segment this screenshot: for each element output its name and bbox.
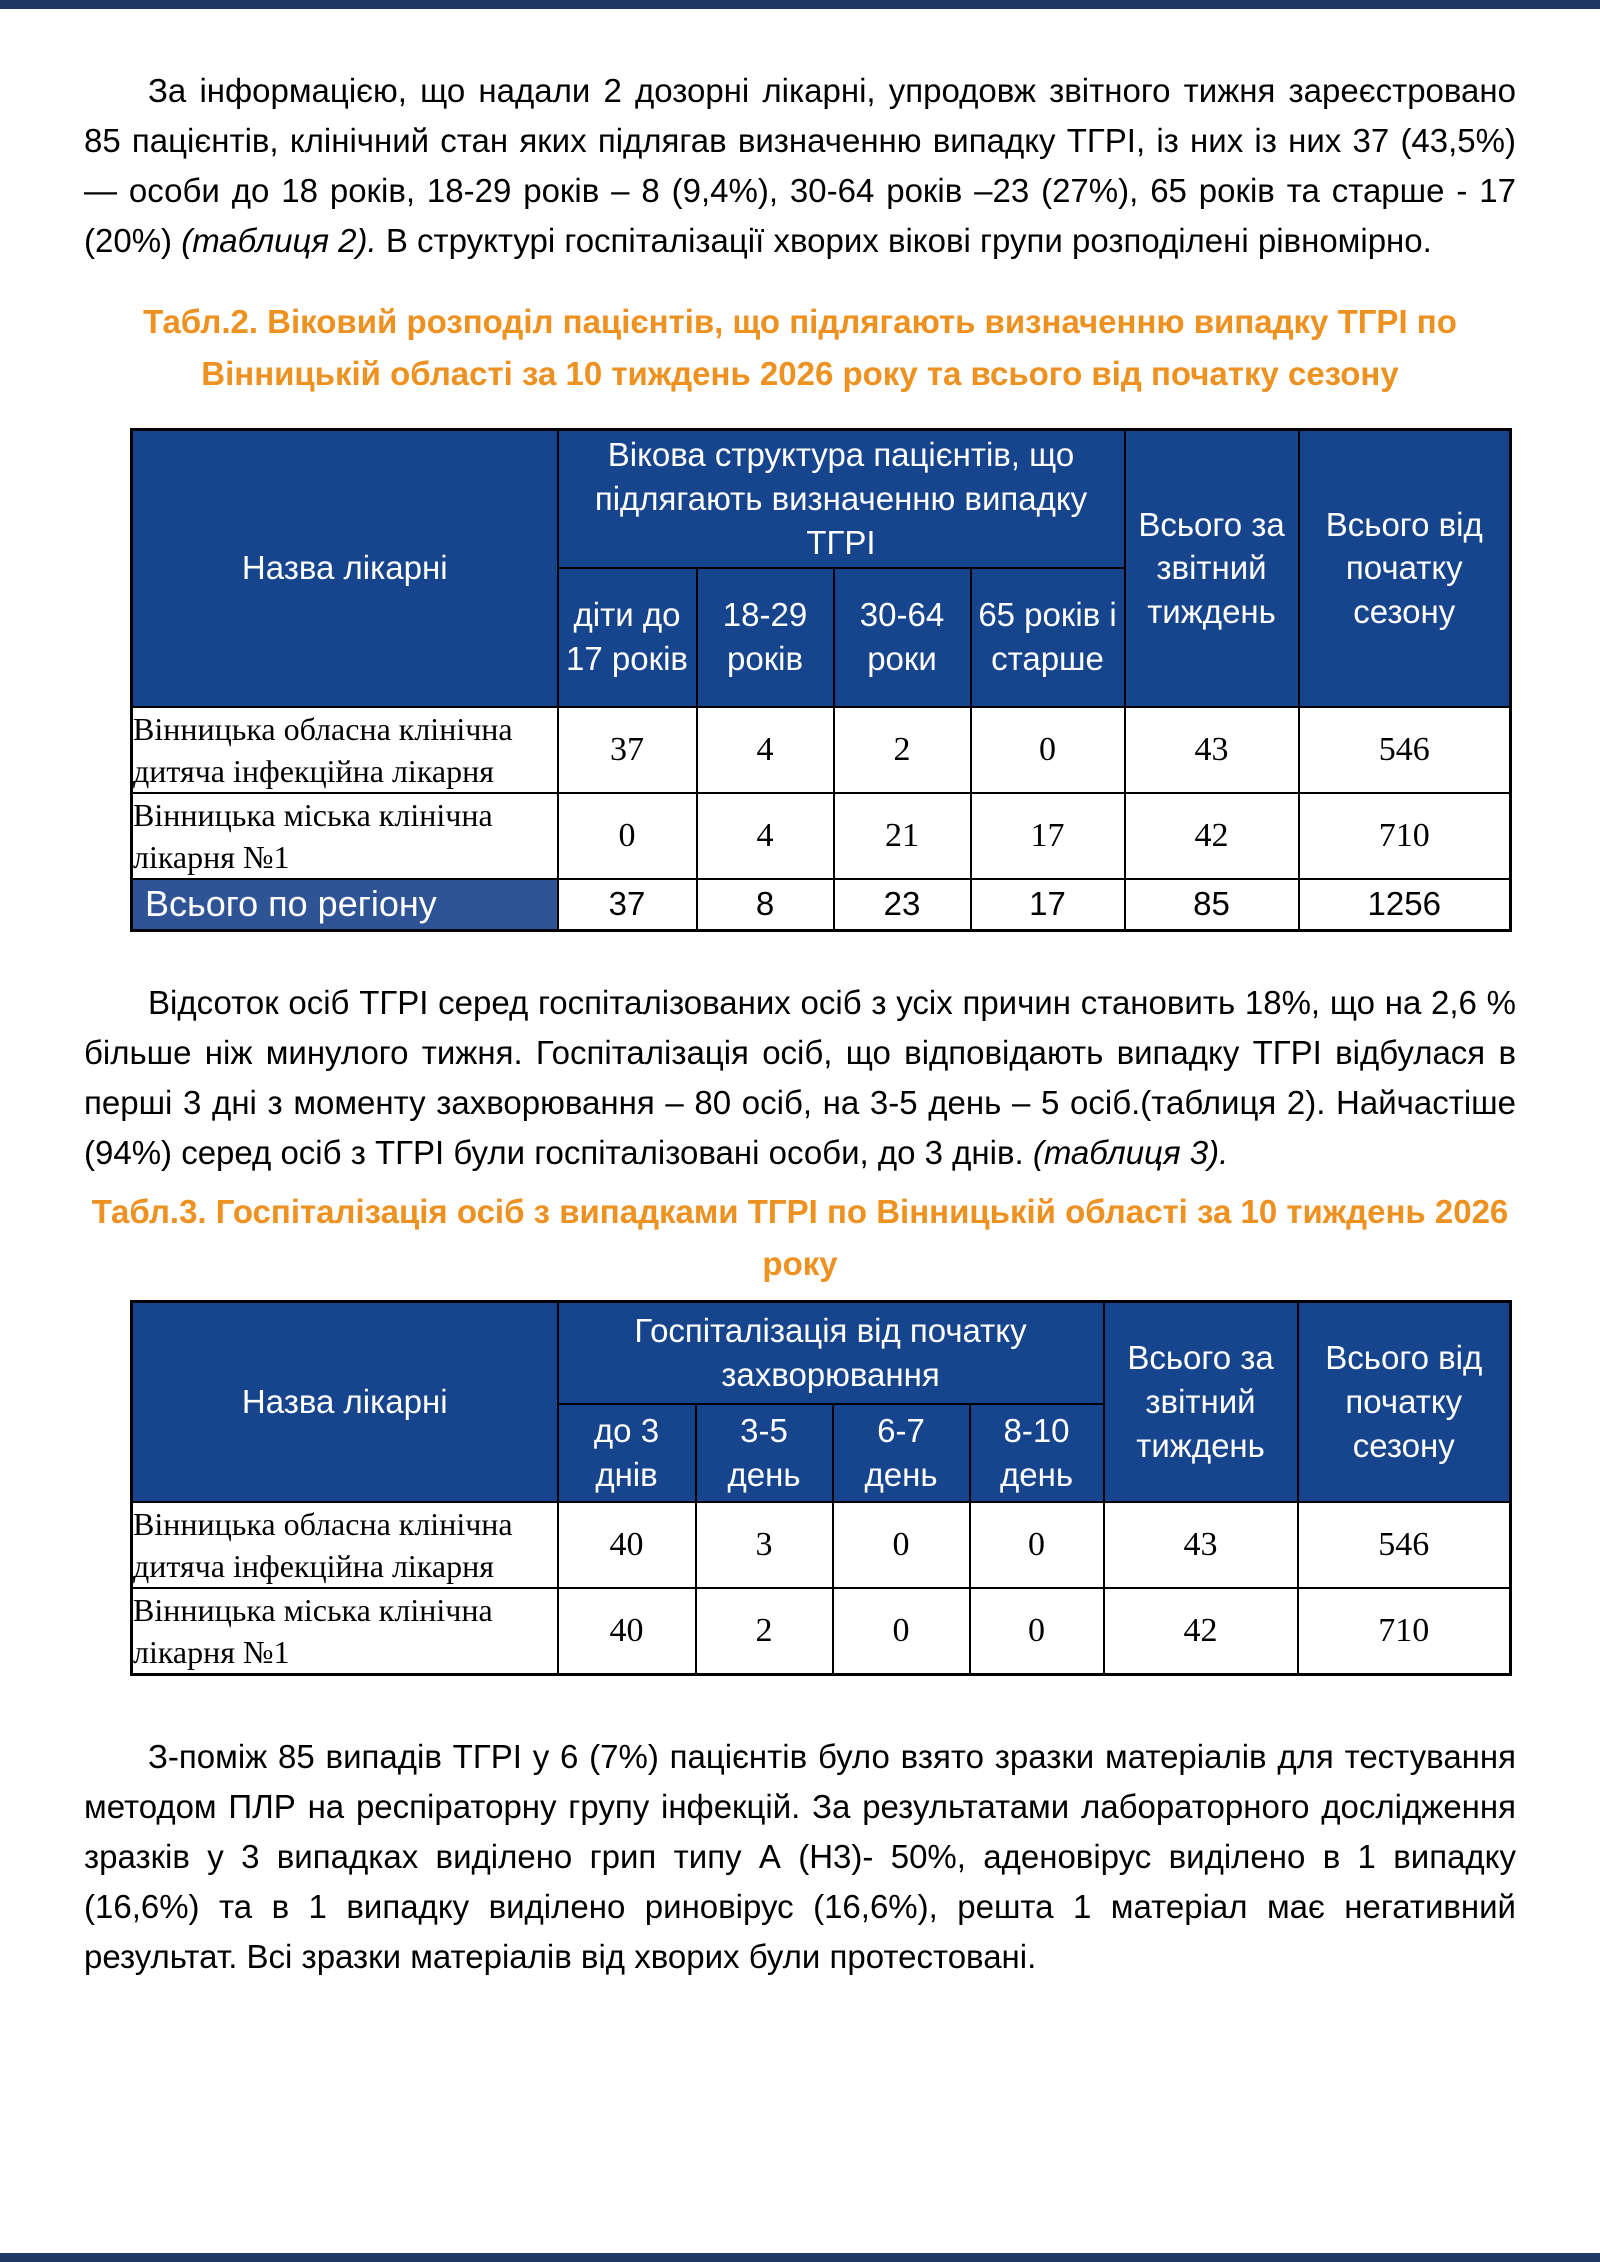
- table2-total-cell: 23: [832, 877, 972, 932]
- table2-total-cell: 8: [695, 877, 835, 932]
- paragraph-intro-text-1: За інформацією, що надали 2 дозорні ліка…: [84, 72, 1516, 259]
- table2-cell: 43: [1123, 705, 1300, 794]
- table2-hospital-name: Вінницька обласна клінічна дитяча інфекц…: [130, 705, 559, 794]
- table3-header-day-8-10: 8-10 день: [968, 1402, 1105, 1503]
- table-hospitalization-timing: Назва лікарні Госпіталізація від початку…: [130, 1300, 1513, 1676]
- report-content: За інформацією, що надали 2 дозорні ліка…: [84, 66, 1516, 1975]
- table3-header-hospital: Назва лікарні: [130, 1300, 559, 1503]
- table2-header-age-0-17: діти до 17 років: [556, 566, 698, 708]
- table3-caption: Табл.3. Госпіталізація осіб з випадками …: [91, 1193, 1509, 1282]
- table2-header-hospital: Назва лікарні: [130, 428, 559, 708]
- table2-header-group: Вікова структура пацієнтів, що підлягают…: [556, 428, 1126, 569]
- table2-header-age-18-29: 18-29 років: [695, 566, 835, 708]
- table3-hospital-name: Вінницька обласна клінічна дитяча інфекц…: [130, 1500, 559, 1589]
- table3-header-group: Госпіталізація від початку захворювання: [556, 1300, 1105, 1405]
- table3-cell: 40: [556, 1586, 697, 1675]
- table3-cell: 710: [1296, 1586, 1512, 1675]
- table2-cell: 4: [695, 791, 835, 880]
- table2-cell: 0: [969, 705, 1126, 794]
- table2-header-total-week: Всього за звітний тиждень: [1123, 428, 1300, 708]
- table2-total-label: Всього по регіону: [130, 877, 559, 932]
- table2-header-row-2: діти до 17 років 18-29 років 30-64 роки …: [132, 566, 1511, 708]
- paragraph-intro-text-2: В структурі госпіталізації хворих вікові…: [376, 222, 1432, 259]
- table3-header-day-6-7: 6-7 день: [831, 1402, 971, 1503]
- table3-header-total-season: Всього від початку сезону: [1296, 1300, 1512, 1503]
- table3-cell: 0: [831, 1500, 971, 1589]
- table3-cell: 42: [1102, 1586, 1299, 1675]
- table3-cell: 0: [968, 1586, 1105, 1675]
- paragraph-pcr-results: З-поміж 85 випадів ТГРІ у 6 (7%) пацієнт…: [84, 1737, 1516, 1975]
- table3-hospital-name: Вінницька міська клінічна лікарня №1: [130, 1586, 559, 1675]
- table3-header-day-3-5: 3-5 день: [694, 1402, 834, 1503]
- table2-header-age-65-plus: 65 років і старше: [969, 566, 1126, 708]
- table3-header-day-0-3: до 3 днів: [556, 1402, 697, 1503]
- table2-cell: 17: [969, 791, 1126, 880]
- table3-cell: 2: [694, 1586, 834, 1675]
- table2-cell: 4: [695, 705, 835, 794]
- table3-header-row-2: до 3 днів 3-5 день 6-7 день 8-10 день: [132, 1402, 1511, 1503]
- bottom-rule-bar: [0, 2253, 1600, 2262]
- paragraph-hospitalization: Відсоток осіб ТГРІ серед госпіталізовани…: [84, 978, 1516, 1178]
- table3-header-row-1: Назва лікарні Госпіталізація від початку…: [130, 1300, 1512, 1503]
- table2-row-city-hospital: Вінницька міська клінічна лікарня №1 0 4…: [130, 791, 1512, 880]
- table2-cell: 546: [1297, 705, 1512, 794]
- table2-total-cell: 85: [1123, 877, 1300, 932]
- table3-cell: 40: [556, 1500, 697, 1589]
- table2-header-total-season: Всього від початку сезону: [1297, 428, 1512, 708]
- table2-cell: 710: [1297, 791, 1512, 880]
- table2-cell: 37: [556, 705, 698, 794]
- top-rule-bar: [0, 0, 1600, 9]
- table2-total-cell: 1256: [1297, 877, 1512, 932]
- table-age-distribution: Назва лікарні Вікова структура пацієнтів…: [130, 428, 1513, 932]
- table2-cell: 0: [556, 791, 698, 880]
- table2-row-region-total: Всього по регіону 37 8 23 17 85 1256: [130, 877, 1512, 932]
- table3-row-oblast-hospital: Вінницька обласна клінічна дитяча інфекц…: [130, 1500, 1512, 1589]
- paragraph-intro-table-ref: (таблиця 2).: [181, 222, 377, 259]
- table3-cell: 0: [831, 1586, 971, 1675]
- table2-row-oblast-hospital: Вінницька обласна клінічна дитяча інфекц…: [130, 705, 1512, 794]
- table2-total-cell: 17: [969, 877, 1126, 932]
- table3-cell: 0: [968, 1500, 1105, 1589]
- table2-total-cell: 37: [556, 877, 698, 932]
- table3-cell: 546: [1296, 1500, 1512, 1589]
- table2-cell: 2: [832, 705, 972, 794]
- table2-header-age-30-64: 30-64 роки: [832, 566, 972, 708]
- table3-cell: 3: [694, 1500, 834, 1589]
- paragraph-intro: За інформацією, що надали 2 дозорні ліка…: [84, 66, 1516, 266]
- table2-cell: 42: [1123, 791, 1300, 880]
- table2-caption: Табл.2. Віковий розподіл пацієнтів, що п…: [143, 303, 1457, 392]
- table2-cell: 21: [832, 791, 972, 880]
- table3-cell: 43: [1102, 1500, 1299, 1589]
- table3-header-total-week: Всього за звітний тиждень: [1102, 1300, 1299, 1503]
- table2-hospital-name: Вінницька міська клінічна лікарня №1: [130, 791, 559, 880]
- paragraph-hospitalization-table-ref: (таблиця 3).: [1032, 1134, 1229, 1171]
- table2-header-row-1: Назва лікарні Вікова структура пацієнтів…: [130, 428, 1512, 708]
- paragraph-hospitalization-text: Відсоток осіб ТГРІ серед госпіталізовани…: [84, 984, 1516, 1171]
- table3-row-city-hospital: Вінницька міська клінічна лікарня №1 40 …: [130, 1586, 1512, 1675]
